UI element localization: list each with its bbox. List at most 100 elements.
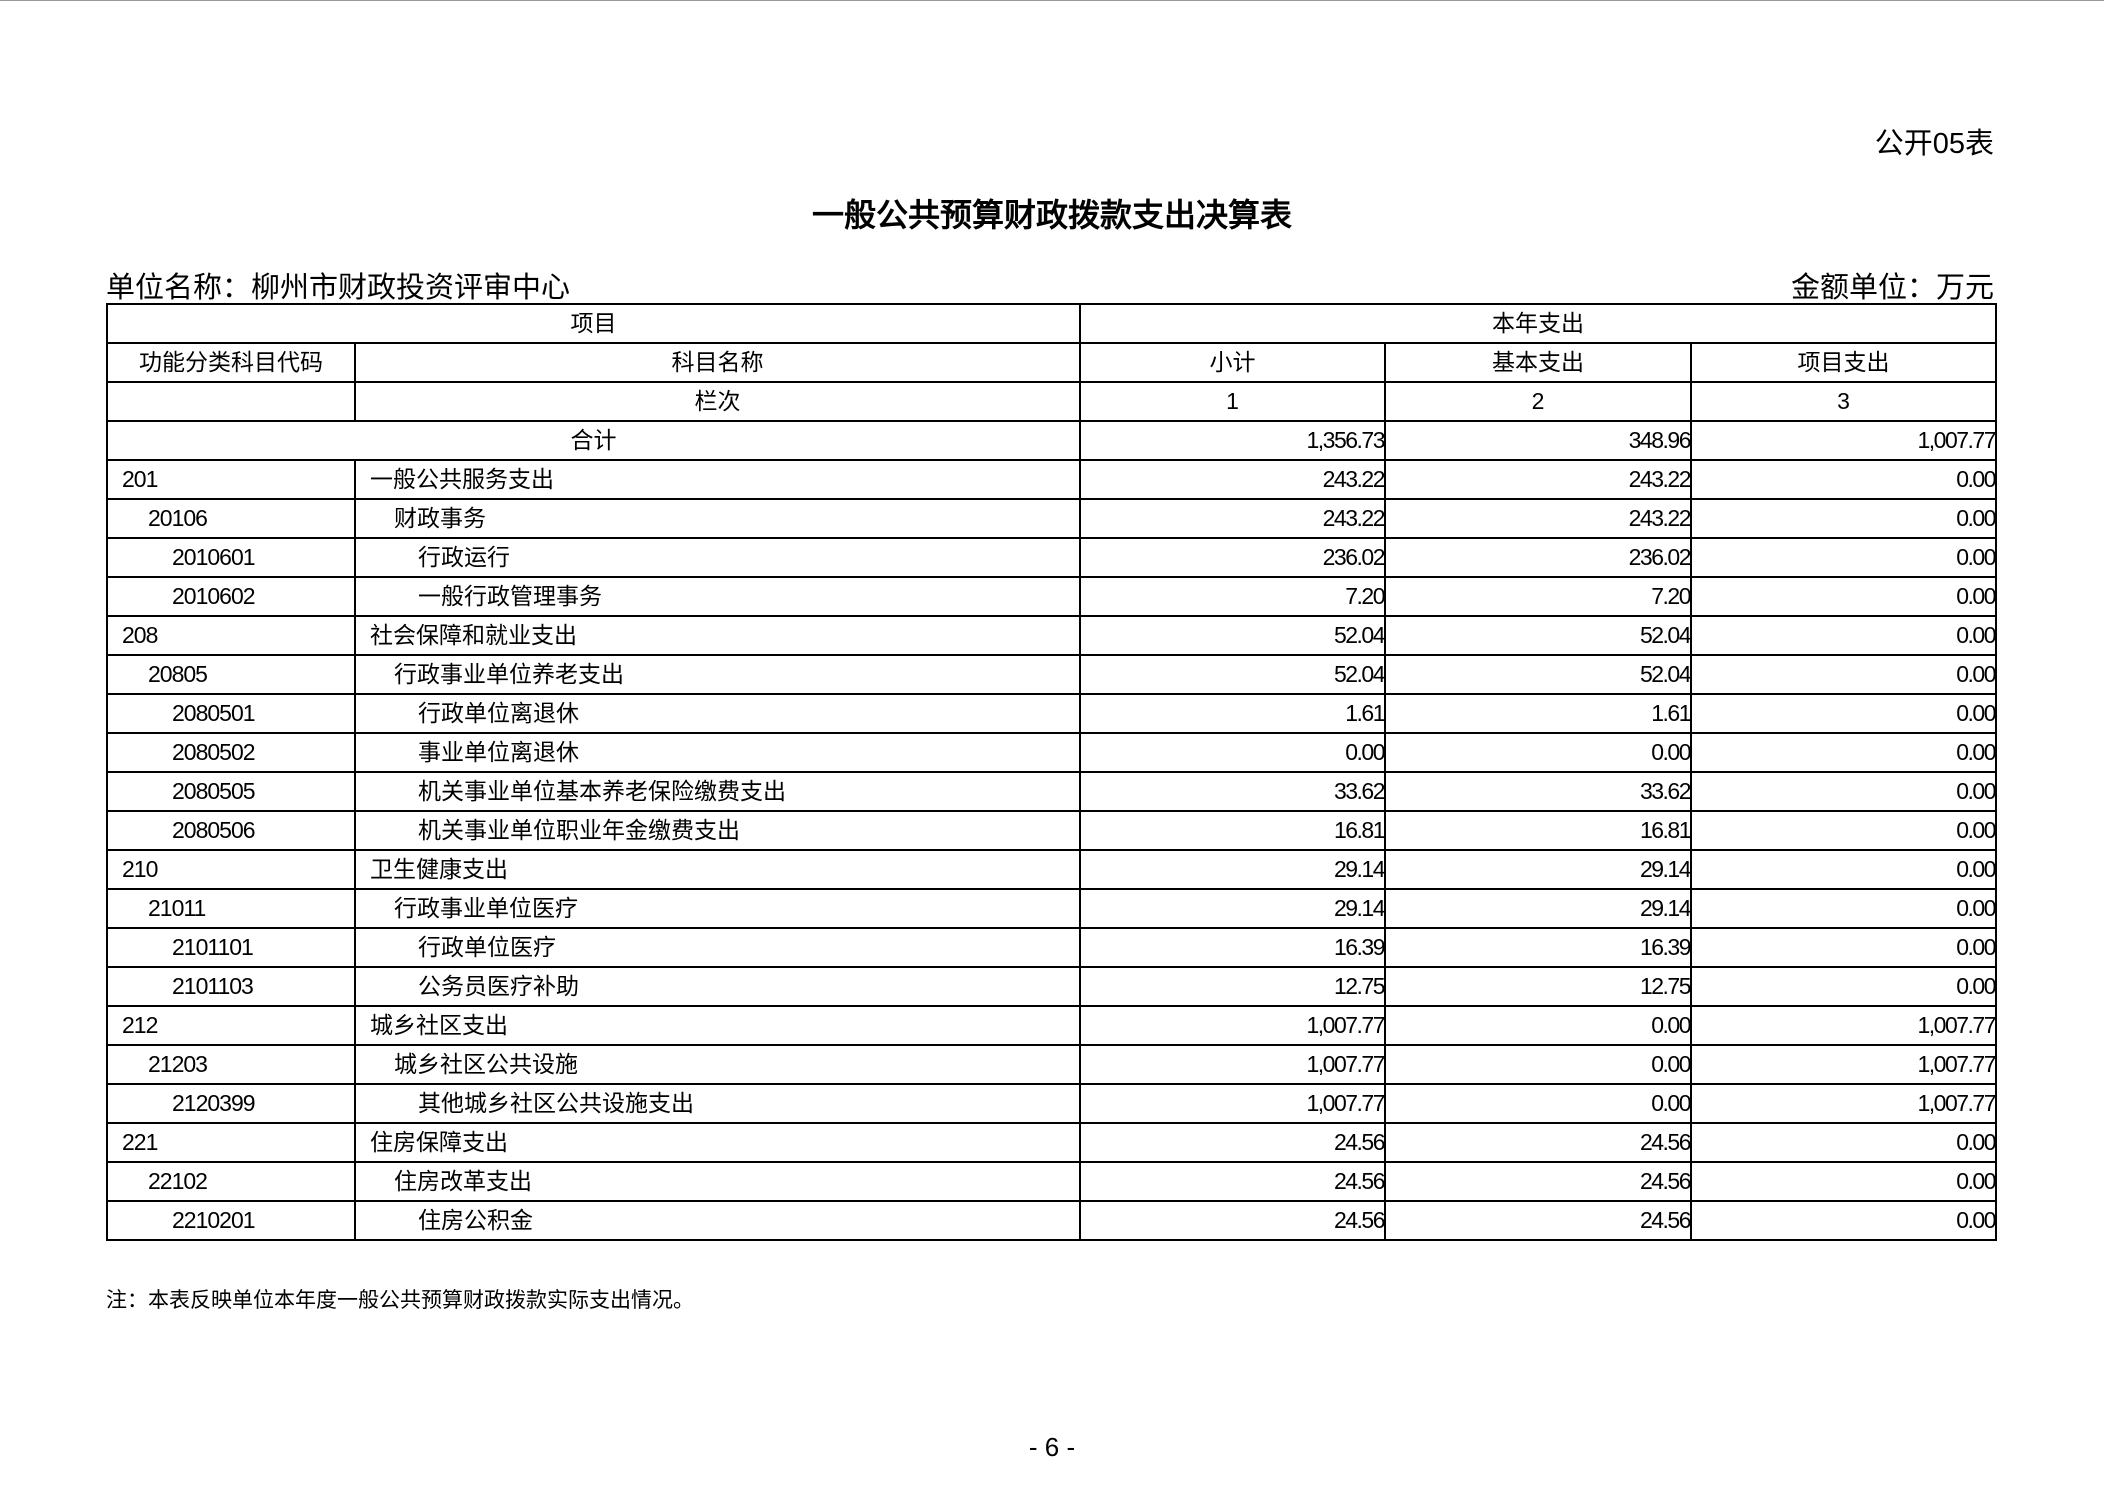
basic-cell: 236.02 (1384, 537, 1692, 578)
name-cell: 机关事业单位基本养老保险缴费支出 (354, 771, 1081, 812)
table-row: 2101103 公务员医疗补助 12.75 12.75 0.00 (106, 966, 1998, 1007)
table-row: 2080506 机关事业单位职业年金缴费支出 16.81 16.81 0.00 (106, 810, 1998, 851)
code-cell: 2101103 (106, 966, 356, 1007)
project-cell: 0.00 (1689, 849, 1998, 890)
name-cell: 一般公共服务支出 (354, 459, 1081, 500)
project-cell: 0.00 (1689, 732, 1998, 773)
table-row: 22102 住房改革支出 24.56 24.56 0.00 (106, 1161, 1998, 1202)
subtotal-cell: 16.39 (1079, 927, 1386, 968)
code-cell: 210 (106, 849, 356, 890)
basic-cell: 0.00 (1384, 732, 1692, 773)
name-cell: 城乡社区公共设施 (354, 1044, 1081, 1085)
amount-unit: 金额单位：万元 (1790, 272, 1994, 304)
basic-cell: 16.39 (1384, 927, 1692, 968)
project-cell: 1,007.77 (1689, 1083, 1998, 1124)
basic-cell: 29.14 (1384, 849, 1692, 890)
code-cell: 2080501 (106, 693, 356, 734)
header-current-year: 本年支出 (1078, 303, 1998, 344)
subtotal-cell: 1,007.77 (1079, 1005, 1386, 1046)
project-cell: 0.00 (1689, 966, 1998, 1007)
table-row: 2080502 事业单位离退休 0.00 0.00 0.00 (106, 732, 1998, 773)
code-cell: 2080502 (106, 732, 356, 773)
basic-cell: 29.14 (1384, 888, 1692, 929)
subtotal-cell: 1,007.77 (1079, 1044, 1386, 1085)
page-title: 一般公共预算财政拨款支出决算表 (811, 197, 1292, 233)
name-cell: 行政事业单位医疗 (354, 888, 1081, 929)
code-cell: 2080505 (106, 771, 356, 812)
subtotal-cell: 0.00 (1079, 732, 1386, 773)
code-cell: 201 (106, 459, 356, 500)
basic-cell: 16.81 (1384, 810, 1692, 851)
project-cell: 0.00 (1689, 459, 1998, 500)
basic-cell: 33.62 (1384, 771, 1692, 812)
project-cell: 0.00 (1689, 576, 1998, 617)
basic-cell: 1.61 (1384, 693, 1692, 734)
table-row: 212 城乡社区支出 1,007.77 0.00 1,007.77 (106, 1005, 1998, 1046)
header-row-1: 项目 本年支出 (106, 303, 1998, 344)
code-cell: 21011 (106, 888, 356, 929)
name-cell: 其他城乡社区公共设施支出 (354, 1083, 1081, 1124)
table-row: 201 一般公共服务支出 243.22 243.22 0.00 (106, 459, 1998, 500)
name-cell: 社会保障和就业支出 (354, 615, 1081, 656)
header-code: 功能分类科目代码 (106, 342, 356, 383)
header-project: 项目支出 (1689, 342, 1998, 383)
subtotal-cell: 24.56 (1079, 1122, 1386, 1163)
code-cell: 2210201 (106, 1200, 356, 1241)
subtotal-cell: 29.14 (1079, 888, 1386, 929)
total-subtotal: 1,356.73 (1079, 420, 1386, 461)
project-cell: 0.00 (1689, 498, 1998, 539)
header-name: 科目名称 (354, 342, 1081, 383)
table-row: 221 住房保障支出 24.56 24.56 0.00 (106, 1122, 1998, 1163)
table-row: 20106 财政事务 243.22 243.22 0.00 (106, 498, 1998, 539)
table-row: 21011 行政事业单位医疗 29.14 29.14 0.00 (106, 888, 1998, 929)
expenditure-table: 项目 本年支出 功能分类科目代码 科目名称 小计 基本支出 项目支出 栏次 1 … (106, 303, 1998, 1241)
table-row: 2120399 其他城乡社区公共设施支出 1,007.77 0.00 1,007.77 (106, 1083, 1998, 1124)
table-row: 2080501 行政单位离退休 1.61 1.61 0.00 (106, 693, 1998, 734)
basic-cell: 243.22 (1384, 498, 1692, 539)
basic-cell: 7.20 (1384, 576, 1692, 617)
project-cell: 0.00 (1689, 1161, 1998, 1202)
subtotal-cell: 33.62 (1079, 771, 1386, 812)
total-project: 1,007.77 (1689, 420, 1998, 461)
code-cell: 20106 (106, 498, 356, 539)
name-cell: 一般行政管理事务 (354, 576, 1081, 617)
project-cell: 0.00 (1689, 1200, 1998, 1241)
code-cell: 21203 (106, 1044, 356, 1085)
table-row: 20805 行政事业单位养老支出 52.04 52.04 0.00 (106, 654, 1998, 695)
code-cell: 22102 (106, 1161, 356, 1202)
total-label: 合计 (106, 420, 1081, 461)
table-row: 208 社会保障和就业支出 52.04 52.04 0.00 (106, 615, 1998, 656)
code-cell: 208 (106, 615, 356, 656)
subtotal-cell: 236.02 (1079, 537, 1386, 578)
code-cell: 2010602 (106, 576, 356, 617)
basic-cell: 24.56 (1384, 1200, 1692, 1241)
name-cell: 行政事业单位养老支出 (354, 654, 1081, 695)
table-row: 210 卫生健康支出 29.14 29.14 0.00 (106, 849, 1998, 890)
code-cell: 2120399 (106, 1083, 356, 1124)
name-cell: 卫生健康支出 (354, 849, 1081, 890)
basic-cell: 24.56 (1384, 1161, 1692, 1202)
subtotal-cell: 24.56 (1079, 1161, 1386, 1202)
name-cell: 公务员医疗补助 (354, 966, 1081, 1007)
project-cell: 0.00 (1689, 927, 1998, 968)
header-item: 项目 (106, 303, 1081, 344)
project-cell: 0.00 (1689, 693, 1998, 734)
name-cell: 住房改革支出 (354, 1161, 1081, 1202)
table-row: 2010601 行政运行 236.02 236.02 0.00 (106, 537, 1998, 578)
table-row: 2101101 行政单位医疗 16.39 16.39 0.00 (106, 927, 1998, 968)
subtotal-cell: 29.14 (1079, 849, 1386, 890)
name-cell: 机关事业单位职业年金缴费支出 (354, 810, 1081, 851)
basic-cell: 52.04 (1384, 615, 1692, 656)
page-number: - 6 - (1028, 1432, 1076, 1462)
name-cell: 住房保障支出 (354, 1122, 1081, 1163)
code-cell: 2101101 (106, 927, 356, 968)
basic-cell: 12.75 (1384, 966, 1692, 1007)
subtotal-cell: 7.20 (1079, 576, 1386, 617)
code-cell: 2010601 (106, 537, 356, 578)
subtotal-cell: 24.56 (1079, 1200, 1386, 1241)
subtotal-cell: 1,007.77 (1079, 1083, 1386, 1124)
total-row: 合计 1,356.73 348.96 1,007.77 (106, 420, 1998, 461)
subtotal-cell: 52.04 (1079, 654, 1386, 695)
subtotal-cell: 52.04 (1079, 615, 1386, 656)
project-cell: 1,007.77 (1689, 1005, 1998, 1046)
